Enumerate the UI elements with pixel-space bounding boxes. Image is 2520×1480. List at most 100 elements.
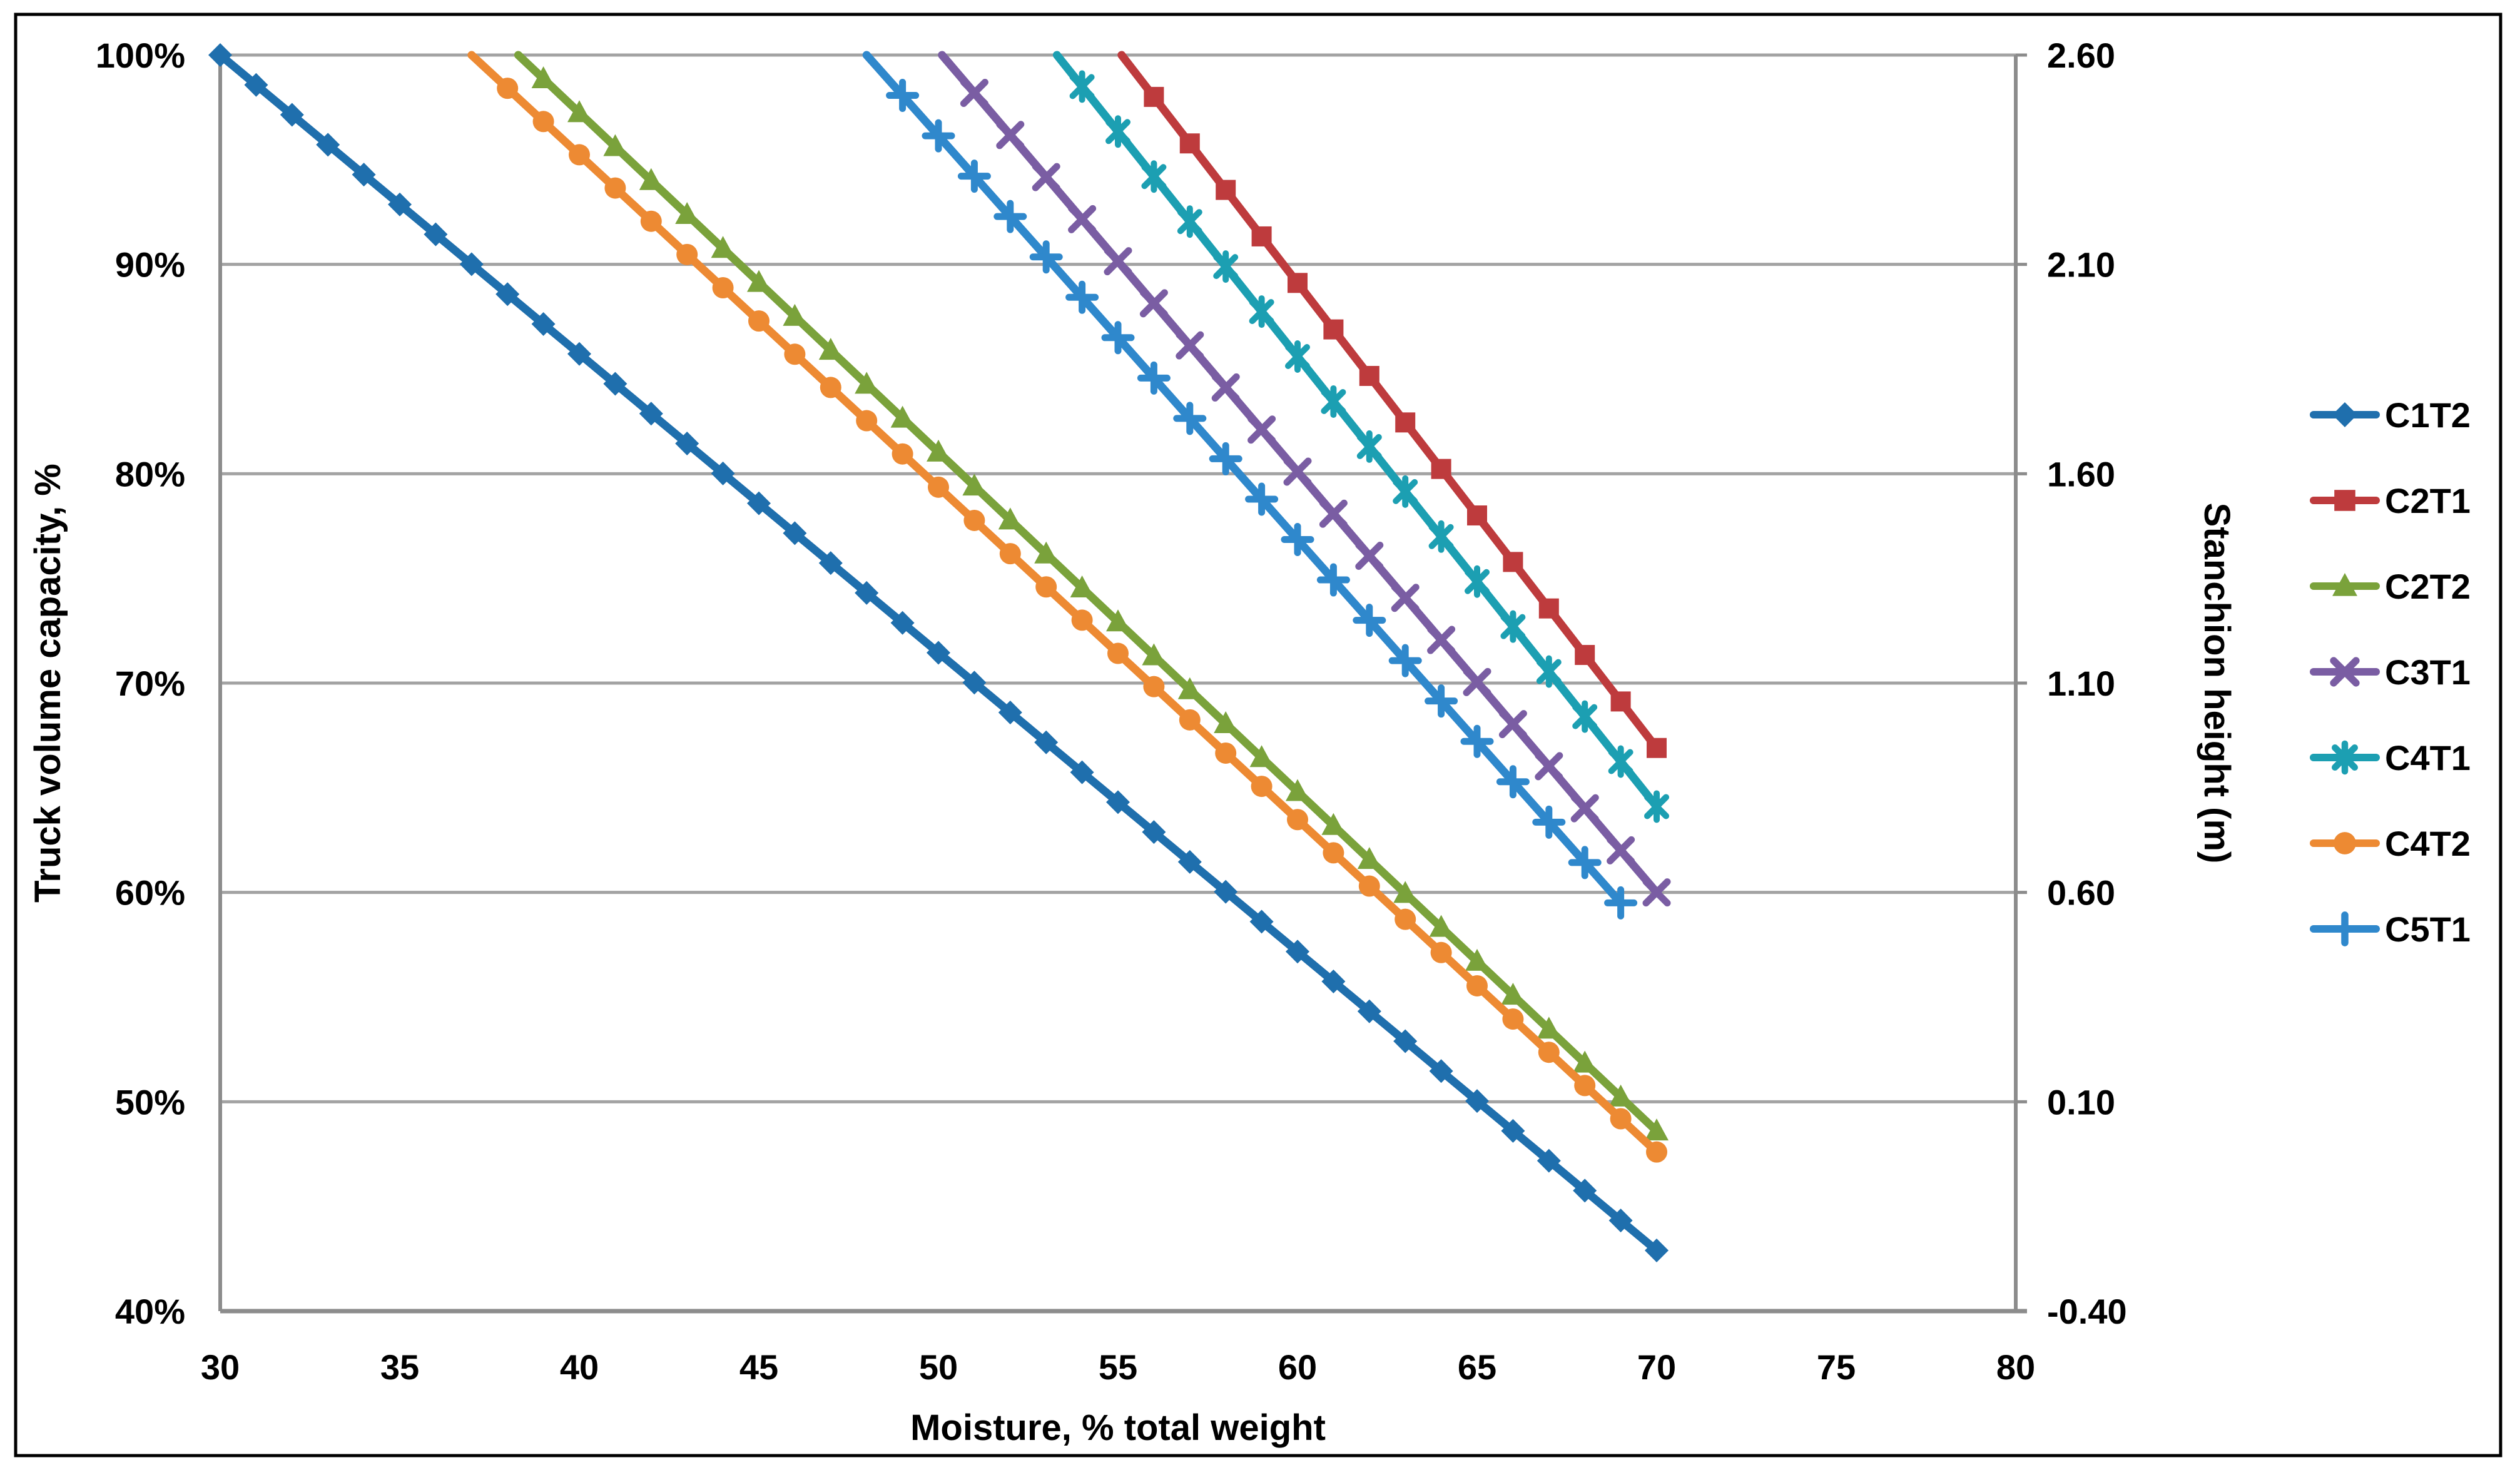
- series-C4T1: [1052, 51, 1669, 823]
- tick-labels: 100% 2.60 90% 2.10 80% 1.60 70% 1.10 60% 0.60 50% 0…: [96, 36, 2127, 1387]
- marker-plus: [1281, 523, 1314, 557]
- marker-diamond: [1357, 999, 1381, 1023]
- marker-square: [1251, 226, 1272, 246]
- marker-square: [1288, 273, 1308, 293]
- marker-triangle: [783, 303, 807, 326]
- marker-circle: [497, 78, 519, 99]
- marker-diamond: [998, 701, 1022, 725]
- x-tick-label: 70: [1637, 1347, 1676, 1387]
- marker-diamond: [280, 103, 304, 127]
- legend-item-C3T1: C3T1: [2310, 652, 2471, 692]
- x-tick-label: 30: [201, 1347, 240, 1387]
- marker-plus: [2327, 911, 2362, 946]
- y-left-tick-label: 50%: [115, 1082, 185, 1122]
- marker-triangle: [962, 474, 987, 496]
- marker-diamond: [747, 491, 771, 515]
- marker-triangle: [1034, 541, 1059, 564]
- marker-plus: [1065, 280, 1099, 314]
- legend-item-C2T2: C2T2: [2310, 567, 2471, 606]
- marker-asterisk: [1285, 340, 1310, 373]
- marker-diamond: [818, 551, 843, 575]
- marker-square: [1610, 691, 1631, 712]
- marker-plus: [1388, 644, 1422, 677]
- marker-diamond: [388, 192, 412, 216]
- y-left-tick-label: 70%: [115, 664, 185, 703]
- y-right-tick-label: 2.10: [2047, 245, 2115, 285]
- marker-circle: [928, 476, 949, 498]
- marker-asterisk: [1572, 700, 1598, 733]
- marker-asterisk: [1536, 655, 1562, 688]
- marker-triangle: [1465, 948, 1489, 971]
- marker-circle: [1143, 676, 1165, 697]
- x-tick-label: 80: [1996, 1347, 2035, 1387]
- marker-plus: [1604, 886, 1638, 920]
- x-tick-label: 50: [919, 1347, 958, 1387]
- x-tick-label: 40: [560, 1347, 599, 1387]
- marker-asterisk: [1393, 475, 1418, 508]
- marker-diamond: [1106, 790, 1130, 814]
- marker-triangle: [1214, 711, 1238, 734]
- marker-x: [1032, 163, 1060, 191]
- marker-diamond: [1573, 1178, 1597, 1203]
- y-right-tick-label: -0.40: [2047, 1292, 2127, 1331]
- marker-plus: [922, 119, 955, 153]
- marker-circle: [784, 343, 806, 365]
- marker-triangle: [1573, 1050, 1597, 1073]
- marker-plus: [1532, 805, 1566, 839]
- marker-diamond: [1034, 730, 1059, 754]
- y-left-tick-label: 100%: [96, 36, 185, 75]
- marker-diamond: [962, 671, 987, 695]
- marker-circle: [820, 377, 841, 398]
- marker-diamond: [352, 163, 376, 187]
- legend-item-C5T1: C5T1: [2310, 910, 2471, 949]
- x-tick-label: 60: [1278, 1347, 1317, 1387]
- marker-asterisk: [1644, 790, 1669, 823]
- marker-diamond: [711, 461, 735, 485]
- marker-x: [1642, 878, 1671, 907]
- y-right-tick-label: 1.60: [2047, 454, 2115, 494]
- marker-diamond: [1429, 1059, 1453, 1083]
- marker-circle: [532, 111, 554, 133]
- marker-diamond: [1177, 849, 1202, 874]
- legend-label-C5T1: C5T1: [2385, 910, 2471, 949]
- marker-diamond: [1070, 760, 1094, 784]
- marker-diamond: [1393, 1029, 1418, 1053]
- marker-diamond: [1645, 1238, 1669, 1262]
- marker-plus: [1460, 724, 1494, 758]
- marker-square: [1395, 412, 1416, 433]
- marker-plus: [1316, 563, 1350, 597]
- marker-square: [1503, 552, 1523, 572]
- x-tick-label: 65: [1458, 1347, 1496, 1387]
- marker-circle: [1287, 809, 1308, 831]
- marker-triangle: [998, 507, 1022, 530]
- marker-circle: [748, 310, 770, 332]
- marker-triangle: [1537, 1016, 1561, 1039]
- marker-triangle: [1249, 745, 1274, 768]
- marker-diamond: [1142, 820, 1166, 844]
- x-tick-label: 75: [1817, 1347, 1856, 1387]
- marker-triangle: [855, 372, 879, 394]
- marker-asterisk: [1608, 745, 1633, 778]
- marker-triangle: [818, 338, 843, 360]
- gridlines: [220, 53, 2016, 1103]
- series-C2T2: [514, 51, 1669, 1141]
- marker-asterisk: [1213, 250, 1239, 283]
- marker-circle: [676, 243, 698, 265]
- marker-triangle: [531, 66, 556, 88]
- y-right-tick-label: 2.60: [2047, 36, 2115, 75]
- marker-circle: [1646, 1141, 1667, 1163]
- marker-circle: [1215, 742, 1237, 764]
- marker-x: [1570, 794, 1599, 823]
- marker-x: [1607, 836, 1635, 864]
- marker-triangle: [890, 405, 915, 428]
- marker-triangle: [2332, 573, 2357, 596]
- marker-plus: [1245, 482, 1279, 516]
- marker-square: [1431, 459, 1451, 479]
- marker-circle: [856, 410, 878, 432]
- marker-x: [2330, 657, 2360, 687]
- marker-plus: [886, 79, 920, 113]
- marker-square: [1323, 319, 1344, 340]
- legend-label-C3T1: C3T1: [2385, 652, 2471, 692]
- y-right-tick-label: 1.10: [2047, 664, 2115, 703]
